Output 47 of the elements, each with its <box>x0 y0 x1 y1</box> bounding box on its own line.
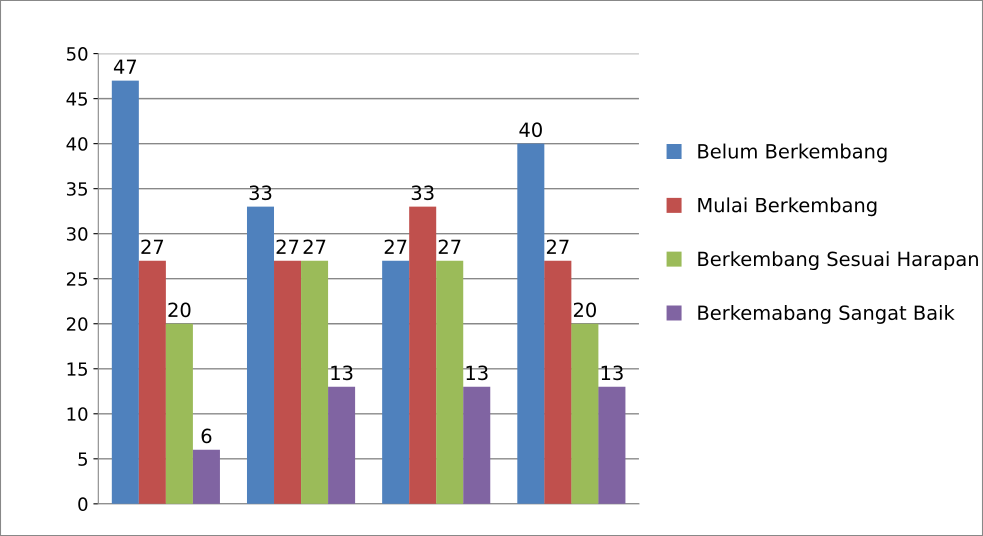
y-tick-label: 5 <box>78 452 87 466</box>
bar <box>409 206 436 504</box>
y-tick-label: 30 <box>66 227 88 241</box>
data-label: 47 <box>114 60 136 74</box>
bar <box>598 386 626 504</box>
data-label: 27 <box>304 239 326 254</box>
data-label: 33 <box>250 185 272 200</box>
legend-label: Berkembang Sesuai Harapan <box>698 251 978 270</box>
bar <box>138 260 166 504</box>
data-label: 40 <box>519 122 542 138</box>
data-label: 6 <box>202 428 212 444</box>
data-label: 13 <box>602 366 623 380</box>
data-label: 27 <box>141 239 164 254</box>
bar <box>301 260 328 504</box>
bar <box>328 386 356 504</box>
bar <box>436 260 464 504</box>
data-label: 27 <box>276 239 298 254</box>
y-tick-label: 10 <box>68 407 88 421</box>
data-label: 33 <box>412 185 434 200</box>
bar <box>166 324 193 504</box>
y-tick-label: 25 <box>66 272 87 286</box>
y-tick-label: 0 <box>78 497 88 511</box>
bar <box>544 260 572 504</box>
data-label: 13 <box>331 366 352 380</box>
y-tick-label: 15 <box>68 362 87 376</box>
data-label: 27 <box>438 239 460 254</box>
y-tick-label: 40 <box>66 137 88 151</box>
bar <box>274 260 302 504</box>
bar <box>571 324 598 504</box>
data-label: 27 <box>546 239 569 254</box>
data-label: 20 <box>168 302 190 318</box>
legend-label: Belum Berkembang <box>698 144 886 162</box>
data-label: 20 <box>574 302 596 318</box>
bar <box>246 206 274 504</box>
bar <box>463 386 490 504</box>
y-tick-label: 45 <box>66 92 87 106</box>
y-tick-label: 50 <box>66 47 88 61</box>
legend-label: Mulai Berkembang <box>698 197 876 216</box>
y-tick-label: 35 <box>66 182 87 196</box>
bar <box>517 144 544 504</box>
data-label: 13 <box>466 366 488 380</box>
bar <box>112 80 139 504</box>
data-label: 27 <box>384 239 406 254</box>
bar <box>192 450 220 504</box>
bar <box>382 260 410 504</box>
y-tick-label: 20 <box>66 317 88 331</box>
legend-label: Berkemabang Sangat Baik <box>698 305 955 324</box>
